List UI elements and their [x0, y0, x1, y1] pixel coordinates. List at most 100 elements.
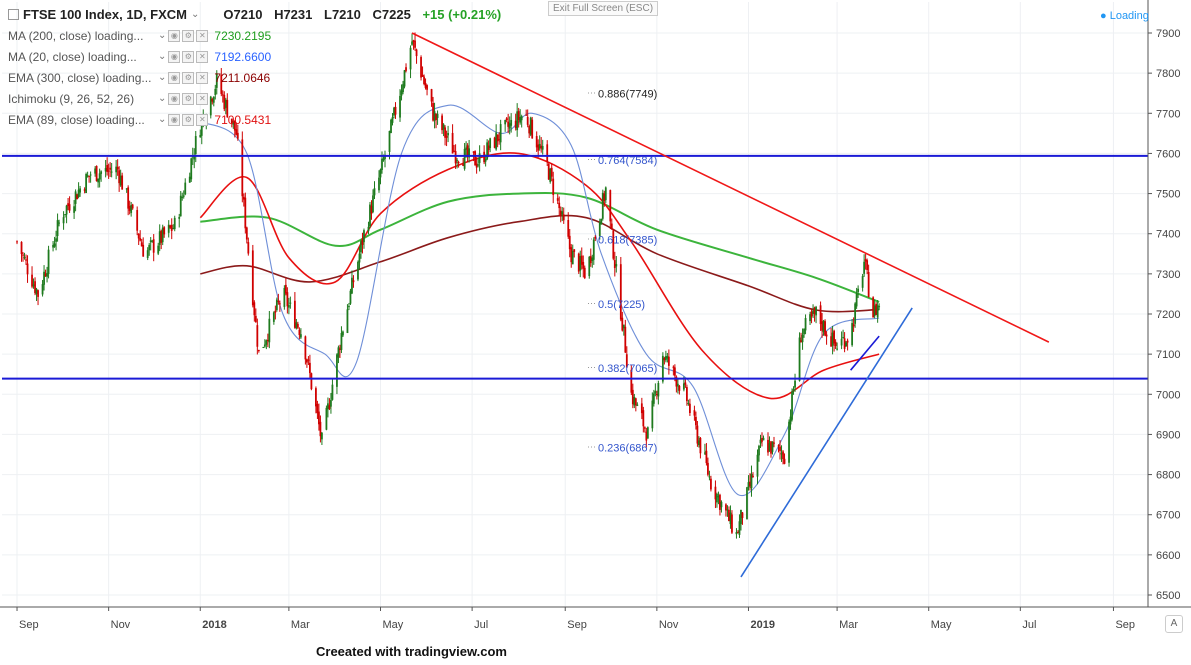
candle-body [233, 120, 236, 131]
candle-body [351, 277, 353, 294]
eye-icon[interactable]: ◉ [168, 113, 181, 126]
indicator-row: EMA (89, close) loading... ⌄ ◉ ⚙ ✕ 7100.5431 [8, 109, 509, 130]
candle-body [541, 146, 544, 150]
candle-body [115, 166, 118, 173]
indicator-name[interactable]: MA (20, close) loading... [8, 49, 137, 64]
candle-body [173, 217, 176, 230]
auto-scale-button[interactable]: A [1165, 615, 1183, 633]
candle-body [328, 405, 331, 409]
fib-dots: ··· [587, 442, 596, 452]
candle-body [160, 230, 163, 243]
exit-fullscreen-button[interactable]: Exit Full Screen (ESC) [548, 1, 659, 16]
candle-body [402, 84, 404, 93]
candle-body [235, 129, 238, 135]
candle-body [716, 494, 718, 503]
settings-icon[interactable]: ⚙ [182, 113, 195, 126]
candle-body [293, 300, 296, 328]
candle-body [664, 356, 667, 361]
candle-body [836, 348, 838, 350]
candle-body [550, 167, 553, 177]
chevron-down-icon[interactable]: ⌄ [191, 9, 200, 20]
eye-icon[interactable]: ◉ [168, 71, 181, 84]
indicator-name[interactable]: MA (200, close) loading... [8, 28, 144, 43]
candle-body [266, 339, 269, 342]
settings-icon[interactable]: ⚙ [182, 50, 195, 63]
candle-body [339, 348, 341, 351]
candle-body [684, 382, 687, 385]
symbol-title[interactable]: FTSE 100 Index, 1D, FXCM [23, 7, 187, 22]
indicator-value: 7192.6600 [214, 49, 272, 64]
indicator-name[interactable]: EMA (89, close) loading... [8, 112, 145, 127]
candle-body [666, 356, 669, 359]
candle-body [667, 356, 670, 366]
chevron-down-icon[interactable]: ⌄ [158, 114, 167, 125]
candle-body [489, 138, 492, 149]
candle-body [400, 90, 403, 96]
candle-body [517, 111, 520, 121]
settings-icon[interactable]: ⚙ [182, 71, 195, 84]
candle-body [116, 167, 119, 170]
chevron-down-icon[interactable]: ⌄ [158, 30, 167, 41]
candle-body [52, 244, 54, 248]
symbol-row: FTSE 100 Index, 1D, FXCM ⌄ O7210 H7231 L… [8, 4, 509, 25]
eye-icon[interactable]: ◉ [168, 50, 181, 63]
indicator-name[interactable]: EMA (300, close) loading... [8, 70, 152, 85]
candle-body [349, 290, 352, 304]
candle-body [47, 249, 50, 275]
candle-body [487, 145, 490, 150]
candle-body [128, 205, 131, 211]
candle-body [298, 329, 301, 335]
candle-body [149, 240, 152, 243]
candle-body [361, 238, 364, 245]
settings-icon[interactable]: ⚙ [182, 92, 195, 105]
candle-body [652, 393, 655, 404]
candle-body [289, 302, 292, 304]
candle-body [373, 188, 376, 196]
close-icon[interactable]: ✕ [196, 50, 209, 63]
candle-body [735, 532, 738, 535]
candle-body [589, 256, 592, 264]
candle-body [621, 317, 624, 331]
candle-body [161, 227, 164, 243]
candle-body [56, 220, 59, 237]
candle-body [687, 403, 690, 405]
settings-icon[interactable]: ⚙ [182, 29, 195, 42]
close-icon[interactable]: ✕ [196, 92, 209, 105]
close-icon[interactable]: ✕ [196, 29, 209, 42]
candle-body [537, 144, 540, 151]
candle-body [800, 340, 802, 343]
y-tick-label: 6800 [1156, 470, 1180, 482]
candle-body [146, 250, 149, 259]
candle-body [305, 359, 308, 363]
candle-body [454, 151, 457, 164]
candle-body [556, 198, 559, 201]
eye-icon[interactable]: ◉ [168, 29, 181, 42]
indicator-name[interactable]: Ichimoku (9, 26, 52, 26) [8, 91, 135, 106]
eye-icon[interactable]: ◉ [168, 92, 181, 105]
candle-body [824, 321, 826, 336]
candle-body [547, 163, 550, 180]
close-icon[interactable]: ✕ [196, 71, 209, 84]
candle-body [717, 496, 720, 498]
candle-body [257, 349, 260, 352]
candle-body [423, 76, 425, 84]
chevron-down-icon[interactable]: ⌄ [158, 93, 167, 104]
chevron-down-icon[interactable]: ⌄ [158, 72, 167, 83]
candle-body [331, 384, 334, 400]
candle-body [625, 354, 628, 368]
close-icon[interactable]: ✕ [196, 113, 209, 126]
candle-body [780, 453, 783, 455]
ema89-line [199, 152, 880, 400]
candle-body [741, 512, 744, 518]
candle-body [495, 132, 498, 150]
fib-dots: ··· [587, 234, 596, 244]
collapse-icon[interactable] [8, 9, 19, 20]
candle-body [457, 162, 460, 164]
chevron-down-icon[interactable]: ⌄ [158, 51, 167, 62]
candle-body [277, 300, 280, 302]
candle-body [94, 168, 97, 174]
candle-body [95, 166, 98, 182]
candle-body [414, 40, 416, 48]
candle-body [336, 354, 338, 387]
